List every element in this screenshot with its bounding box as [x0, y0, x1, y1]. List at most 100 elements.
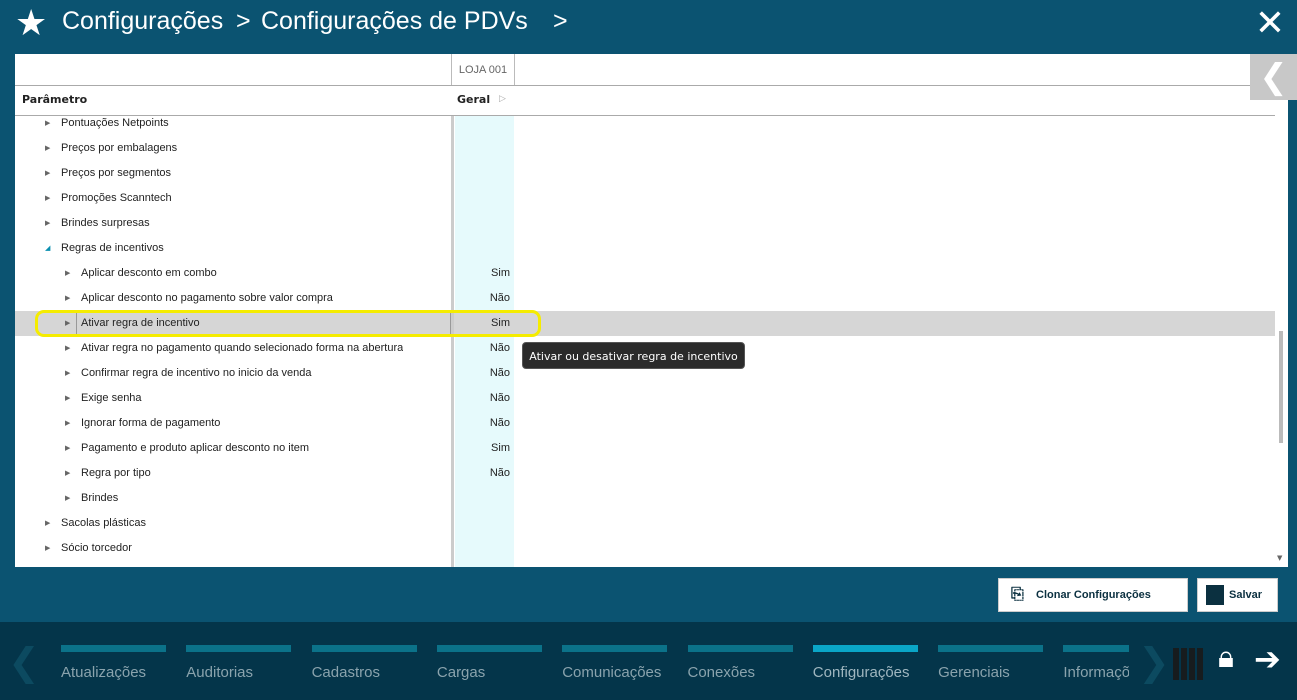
row-value[interactable]: Não [489, 392, 510, 404]
table-row[interactable]: ▶ Ignorar forma de pagamento Não [15, 411, 1275, 436]
row-label: Sacolas plásticas [61, 517, 146, 529]
store-column-header: LOJA 001 [451, 54, 515, 85]
table-row[interactable]: ▶ Aplicar desconto em combo Sim [15, 261, 1275, 286]
table-row[interactable]: ▶ Ativar regra de incentivo Sim [15, 311, 1275, 336]
collapse-arrow-icon[interactable]: ◢ [45, 245, 51, 252]
nav-item[interactable]: Informações [1063, 645, 1130, 681]
table-row[interactable]: ▶ Sócio torcedor [15, 536, 1275, 561]
row-value[interactable]: Não [489, 417, 510, 429]
row-value[interactable]: Não [489, 367, 510, 379]
table-row[interactable]: ▶ Brindes [15, 486, 1275, 511]
row-label: Brindes surpresas [61, 217, 150, 229]
expand-arrow-icon[interactable]: ▶ [45, 145, 51, 152]
expand-arrow-icon[interactable]: ▶ [65, 395, 71, 402]
row-label: Sócio torcedor [61, 542, 132, 554]
table-row[interactable]: ◢ Regras de incentivos [15, 236, 1275, 261]
nav-item[interactable]: Atualizações [61, 645, 166, 681]
row-value[interactable]: Sim [491, 442, 510, 454]
table-row[interactable]: ▶ Preços por embalagens [15, 136, 1275, 161]
table-row[interactable]: ▶ Sacolas plásticas [15, 511, 1275, 536]
lock-icon[interactable]: 🔒︎ [1218, 640, 1234, 675]
collapse-panel-button[interactable]: ❮ [1250, 54, 1297, 100]
close-icon[interactable]: ✕ [1254, 3, 1285, 44]
expand-arrow-icon[interactable]: ▶ [65, 320, 71, 327]
row-label: Brindes [81, 492, 119, 504]
logout-arrow-icon[interactable]: ➔ [1254, 640, 1281, 678]
nav-item[interactable]: Conexões [687, 645, 793, 681]
breadcrumb-pdvs[interactable]: Configurações de PDVs [261, 7, 528, 35]
nav-next-icon[interactable]: ❯ [1138, 640, 1170, 684]
row-label: Promoções Scanntech [61, 192, 172, 204]
table-row[interactable]: ▶ Regra por tipo Não [15, 461, 1275, 486]
nav-item-label: Conexões [687, 664, 756, 681]
expand-arrow-icon[interactable]: ▶ [65, 445, 71, 452]
config-grid: LOJA 001 Parâmetro Geral ▷ ▶ Pontuações N… [15, 54, 1288, 567]
expand-arrow-icon[interactable]: ▶ [45, 195, 51, 202]
expand-arrow-icon[interactable]: ▶ [45, 220, 51, 227]
save-button[interactable]: Salvar [1197, 578, 1278, 612]
expand-arrow-icon[interactable]: ▶ [65, 420, 71, 427]
breadcrumb-configuracoes[interactable]: Configurações [62, 7, 224, 35]
row-label: Aplicar desconto no pagamento sobre valo… [81, 292, 333, 304]
table-row[interactable]: ▶ Pontuações Netpoints [15, 111, 1275, 136]
table-row[interactable]: ▶ Pagamento e produto aplicar desconto no… [15, 436, 1275, 461]
breadcrumb-separator: > [236, 7, 251, 35]
row-value[interactable]: Não [489, 467, 510, 479]
row-label: Aplicar desconto em combo [81, 267, 217, 279]
expand-arrow-icon[interactable]: ▶ [65, 345, 71, 352]
header: ★ Configurações > Configurações de PDVs … [0, 0, 1297, 54]
row-value[interactable]: Não [489, 342, 510, 354]
scroll-down-icon[interactable]: ▼ [1277, 554, 1283, 562]
nav-item-label: Cadastros [311, 664, 380, 681]
table-row[interactable]: ▶ Ativar regra no pagamento quando seleci… [15, 336, 1275, 361]
clone-icon: ⎘ [1011, 586, 1024, 603]
bottom-nav: ❮ Atualizações Auditorias Cadastros Cargas C… [0, 622, 1297, 700]
expand-column-icon[interactable]: ▷ [499, 94, 506, 104]
row-value[interactable]: Sim [491, 267, 510, 279]
scrollbar-thumb[interactable] [1279, 331, 1283, 443]
table-row[interactable]: ▶ Exige senha Não [15, 386, 1275, 411]
nav-item[interactable]: Gerenciais [938, 645, 1044, 681]
nav-item[interactable]: Auditorias [186, 645, 292, 681]
tooltip: Ativar ou desativar regra de incentivo [522, 342, 745, 369]
table-row[interactable]: ▶ Preços por segmentos [15, 161, 1275, 186]
row-label: Regra por tipo [81, 467, 151, 479]
highlight-annotation [35, 310, 541, 337]
expand-arrow-icon[interactable]: ▶ [45, 170, 51, 177]
nav-item-label: Configurações [812, 664, 910, 681]
nav-item[interactable]: Configurações [812, 645, 918, 681]
nav-item[interactable]: Comunicações [562, 645, 668, 681]
row-value[interactable]: Sim [491, 317, 510, 329]
table-row[interactable]: ▶ Promoções Scanntech [15, 186, 1275, 211]
table-row[interactable]: ▶ Brindes surpresas [15, 211, 1275, 236]
table-row[interactable]: ▶ Confirmar regra de incentivo no inicio … [15, 361, 1275, 386]
row-label: Preços por segmentos [61, 167, 172, 179]
row-value[interactable]: Não [489, 292, 510, 304]
nav-item[interactable]: Cargas [436, 645, 542, 681]
nav-prev-icon[interactable]: ❮ [8, 640, 40, 684]
row-label: Pagamento e produto aplicar desconto no … [81, 442, 310, 454]
expand-arrow-icon[interactable]: ▶ [45, 120, 51, 127]
save-icon [1206, 585, 1224, 605]
nav-item[interactable]: Cadastros [311, 645, 417, 681]
expand-arrow-icon[interactable]: ▶ [65, 295, 71, 302]
row-label: Pontuações Netpoints [61, 117, 169, 129]
clone-config-button[interactable]: ⎘ Clonar Configurações [998, 578, 1188, 612]
row-label: Ativar regra de incentivo [81, 317, 200, 329]
table-row[interactable]: ▶ Aplicar desconto no pagamento sobre val… [15, 286, 1275, 311]
save-label: Salvar [1229, 589, 1263, 601]
expand-arrow-icon[interactable]: ▶ [65, 495, 71, 502]
expand-arrow-icon[interactable]: ▶ [45, 520, 51, 527]
apps-grid-icon[interactable] [1173, 648, 1205, 680]
expand-arrow-icon[interactable]: ▶ [65, 470, 71, 477]
expand-arrow-icon[interactable]: ▶ [65, 370, 71, 377]
value-header[interactable]: Geral [457, 93, 491, 106]
expand-arrow-icon[interactable]: ▶ [65, 270, 71, 277]
clone-label: Clonar Configurações [1036, 589, 1151, 601]
expand-arrow-icon[interactable]: ▶ [45, 545, 51, 552]
star-icon[interactable]: ★ [15, 3, 48, 44]
nav-item-label: Atualizações [61, 664, 147, 681]
nav-item-label: Comunicações [562, 664, 662, 681]
row-label: Exige senha [81, 392, 142, 404]
breadcrumb-separator: > [553, 7, 568, 35]
